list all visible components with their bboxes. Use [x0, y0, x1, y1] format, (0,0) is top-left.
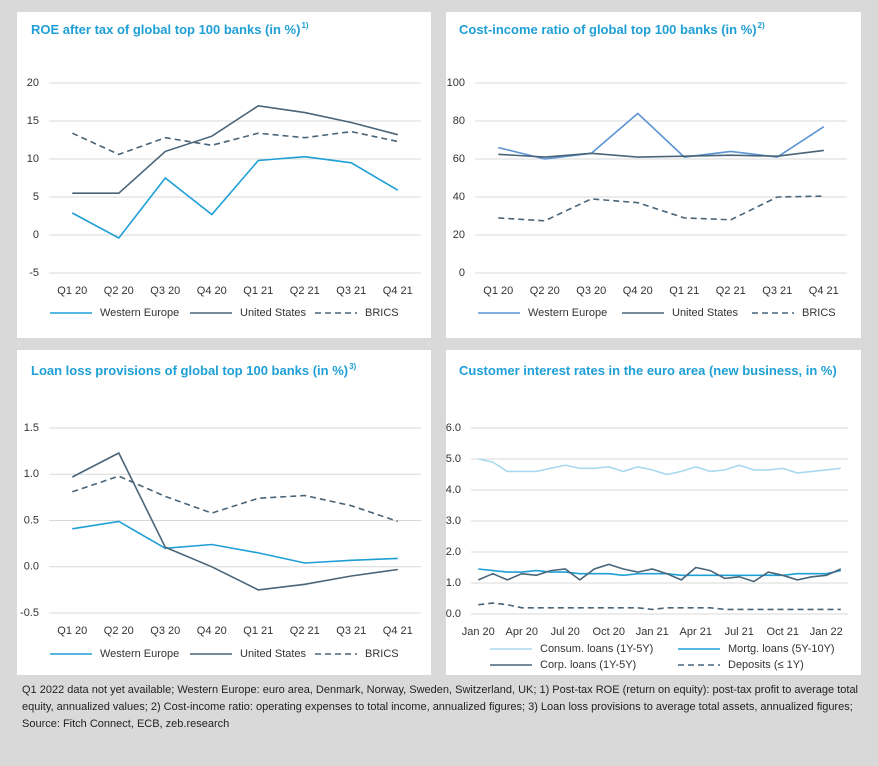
x-tick-label: Q2 20	[104, 285, 134, 297]
x-tick-label: Q4 21	[383, 285, 413, 297]
series-line	[478, 602, 841, 611]
legend-label: Western Europe	[100, 648, 179, 660]
x-tick-label: Q3 21	[336, 285, 366, 297]
charts: ROE after tax of global top 100 banks (i…	[17, 12, 861, 675]
y-tick-label: 0.5	[24, 514, 39, 526]
x-tick-label: Oct 21	[767, 626, 799, 638]
y-tick-label: 0.0	[446, 608, 461, 620]
series-line	[498, 195, 824, 222]
legend-label: Corp. loans (1Y-5Y)	[540, 659, 636, 671]
x-tick-label: Q2 21	[290, 625, 320, 637]
x-tick-label: Jan 22	[810, 626, 843, 638]
y-tick-label: 15	[27, 115, 39, 127]
x-tick-label: Q3 20	[576, 285, 606, 297]
legend-label: Mortg. loans (5Y-10Y)	[728, 643, 835, 655]
series-line	[71, 130, 398, 156]
series-line	[72, 520, 398, 564]
series-line	[72, 104, 399, 194]
x-tick-label: Jul 20	[551, 626, 580, 638]
series-line	[72, 475, 399, 523]
title-note: 2)	[758, 21, 765, 30]
legend-label: BRICS	[802, 307, 836, 319]
y-tick-label: 1.0	[24, 468, 39, 480]
y-tick-label: 20	[27, 77, 39, 89]
y-tick-label: 20	[453, 229, 465, 241]
x-tick-label: Apr 21	[680, 626, 712, 638]
legend-label: Consum. loans (1Y-5Y)	[540, 643, 653, 655]
x-tick-label: Q2 20	[530, 285, 560, 297]
legend-label: Deposits (≤ 1Y)	[728, 659, 804, 671]
y-tick-label: 10	[27, 153, 39, 165]
x-tick-label: Q1 20	[483, 285, 513, 297]
y-tick-label: 5.0	[446, 453, 461, 465]
x-tick-label: Q3 21	[336, 625, 366, 637]
x-tick-label: Q3 20	[150, 285, 180, 297]
y-tick-label: 3.0	[446, 515, 461, 527]
x-tick-label: Q3 21	[762, 285, 792, 297]
y-tick-label: 2.0	[446, 546, 461, 558]
x-tick-label: Oct 20	[593, 626, 625, 638]
chart-title-text: Customer interest rates in the euro area…	[459, 363, 837, 378]
y-tick-label: 4.0	[446, 484, 461, 496]
x-tick-label: Q2 21	[716, 285, 746, 297]
y-tick-label: -5	[29, 267, 39, 279]
legend-label: BRICS	[365, 648, 399, 660]
x-tick-label: Apr 20	[506, 626, 538, 638]
chart-title: Cost-income ratio of global top 100 bank…	[459, 21, 765, 37]
legend-label: United States	[240, 648, 307, 660]
x-tick-label: Jul 21	[725, 626, 754, 638]
series-line	[478, 458, 841, 476]
title-note: 1)	[301, 21, 308, 30]
series-line	[477, 563, 842, 583]
panel	[17, 12, 431, 338]
x-tick-label: Q1 21	[243, 285, 273, 297]
series-line	[71, 451, 398, 591]
x-tick-label: Q4 20	[197, 285, 227, 297]
y-tick-label: 0	[459, 267, 465, 279]
x-tick-label: Jan 21	[636, 626, 669, 638]
x-tick-label: Q4 20	[623, 285, 653, 297]
y-tick-label: -0.5	[20, 607, 39, 619]
chart-title-text: Loan loss provisions of global top 100 b…	[31, 363, 348, 378]
y-tick-label: 80	[453, 115, 465, 127]
legend-label: United States	[240, 307, 307, 319]
x-tick-label: Jan 20	[462, 626, 495, 638]
x-tick-label: Q3 20	[150, 625, 180, 637]
y-tick-label: 1.0	[446, 577, 461, 589]
panel	[446, 12, 861, 338]
chart-title: Loan loss provisions of global top 100 b…	[31, 362, 357, 378]
x-tick-label: Q4 21	[809, 285, 839, 297]
x-tick-label: Q4 20	[197, 625, 227, 637]
series-line	[71, 155, 399, 240]
footnote: Q1 2022 data not yet available; Western …	[22, 684, 859, 730]
y-tick-label: 0	[33, 229, 39, 241]
legend-label: BRICS	[365, 307, 399, 319]
panel	[446, 350, 861, 675]
panel	[17, 350, 431, 675]
y-tick-label: 40	[453, 191, 465, 203]
chart-title-text: Cost-income ratio of global top 100 bank…	[459, 22, 757, 37]
y-tick-label: 1.5	[24, 422, 39, 434]
y-tick-label: 6.0	[446, 422, 461, 434]
legend-label: Western Europe	[528, 307, 607, 319]
legend-label: Western Europe	[100, 307, 179, 319]
x-tick-label: Q2 21	[290, 285, 320, 297]
series-line	[498, 149, 824, 158]
y-tick-label: 100	[447, 77, 465, 89]
legend-label: United States	[672, 307, 739, 319]
x-tick-label: Q1 21	[669, 285, 699, 297]
chart-title-text: ROE after tax of global top 100 banks (i…	[31, 22, 300, 37]
x-tick-label: Q1 21	[243, 625, 273, 637]
y-tick-label: 0.0	[24, 561, 39, 573]
x-tick-label: Q1 20	[57, 285, 87, 297]
chart-title: ROE after tax of global top 100 banks (i…	[31, 21, 309, 37]
title-note: 3)	[349, 362, 356, 371]
y-tick-label: 60	[453, 153, 465, 165]
x-tick-label: Q4 21	[383, 625, 413, 637]
x-tick-label: Q2 20	[104, 625, 134, 637]
y-tick-label: 5	[33, 191, 39, 203]
x-tick-label: Q1 20	[57, 625, 87, 637]
chart-title: Customer interest rates in the euro area…	[459, 363, 837, 378]
